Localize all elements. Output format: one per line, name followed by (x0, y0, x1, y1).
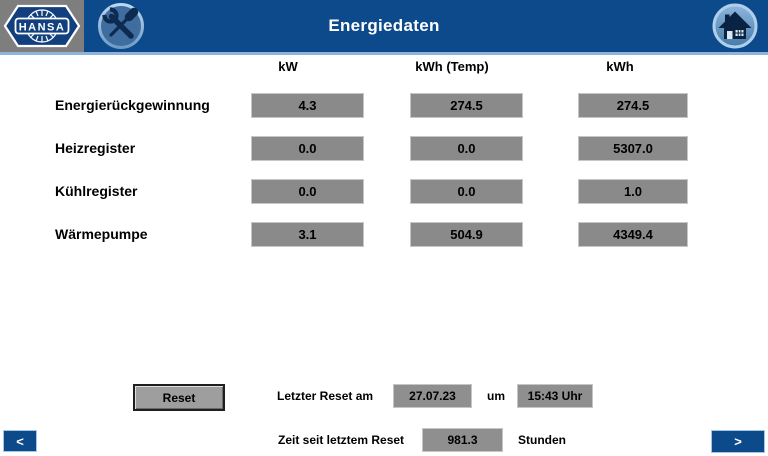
hansa-logo-icon: HANSA (3, 4, 81, 48)
value-field: 4.3 (251, 93, 364, 118)
value-field: 274.5 (578, 93, 688, 118)
value-field: 0.0 (251, 136, 364, 161)
table-row: Wärmepumpe 3.1 504.9 4349.4 (0, 222, 768, 247)
row-label-energierueckgewinnung: Energierückgewinnung (55, 97, 210, 113)
value-field: 0.0 (251, 179, 364, 204)
table-row: Kühlregister 0.0 0.0 1.0 (0, 179, 768, 204)
page-title: Energiedaten (328, 16, 440, 35)
value-field: 274.5 (410, 93, 523, 118)
last-reset-label: Letzter Reset am (277, 389, 374, 403)
tools-button[interactable] (98, 3, 144, 49)
value-field: 0.0 (410, 179, 523, 204)
elapsed-time-label: Zeit seit letztem Reset (278, 433, 405, 447)
value-field: 5307.0 (578, 136, 688, 161)
row-label-kuehlregister: Kühlregister (55, 183, 138, 199)
tools-icon (98, 3, 144, 49)
home-button[interactable] (712, 3, 758, 49)
last-reset-time-field: 15:43 Uhr (517, 384, 593, 408)
reset-button[interactable]: Reset (133, 384, 225, 411)
header-accent-line (0, 52, 768, 55)
prev-page-button[interactable]: < (3, 430, 37, 452)
value-field: 3.1 (251, 222, 364, 247)
hansa-logo-text: HANSA (19, 22, 66, 34)
column-header-kwh: kWh (606, 59, 634, 74)
table-row: Energierückgewinnung 4.3 274.5 274.5 (0, 93, 768, 118)
value-field: 4349.4 (578, 222, 688, 247)
value-field: 504.9 (410, 222, 523, 247)
elapsed-hours-field: 981.3 (422, 428, 503, 452)
table-row: Heizregister 0.0 0.0 5307.0 (0, 136, 768, 161)
next-page-button[interactable]: > (711, 430, 765, 453)
value-field: 0.0 (410, 136, 523, 161)
last-reset-date-field: 27.07.23 (393, 384, 472, 408)
column-header-kw: kW (278, 59, 298, 74)
value-field: 1.0 (578, 179, 688, 204)
column-header-kwh-temp: kWh (Temp) (415, 59, 489, 74)
um-label: um (487, 389, 505, 403)
row-label-waermepumpe: Wärmepumpe (55, 226, 148, 242)
row-label-heizregister: Heizregister (55, 140, 136, 156)
elapsed-unit-label: Stunden (518, 433, 566, 447)
hansa-logo: HANSA (0, 0, 84, 52)
home-icon (712, 3, 758, 49)
